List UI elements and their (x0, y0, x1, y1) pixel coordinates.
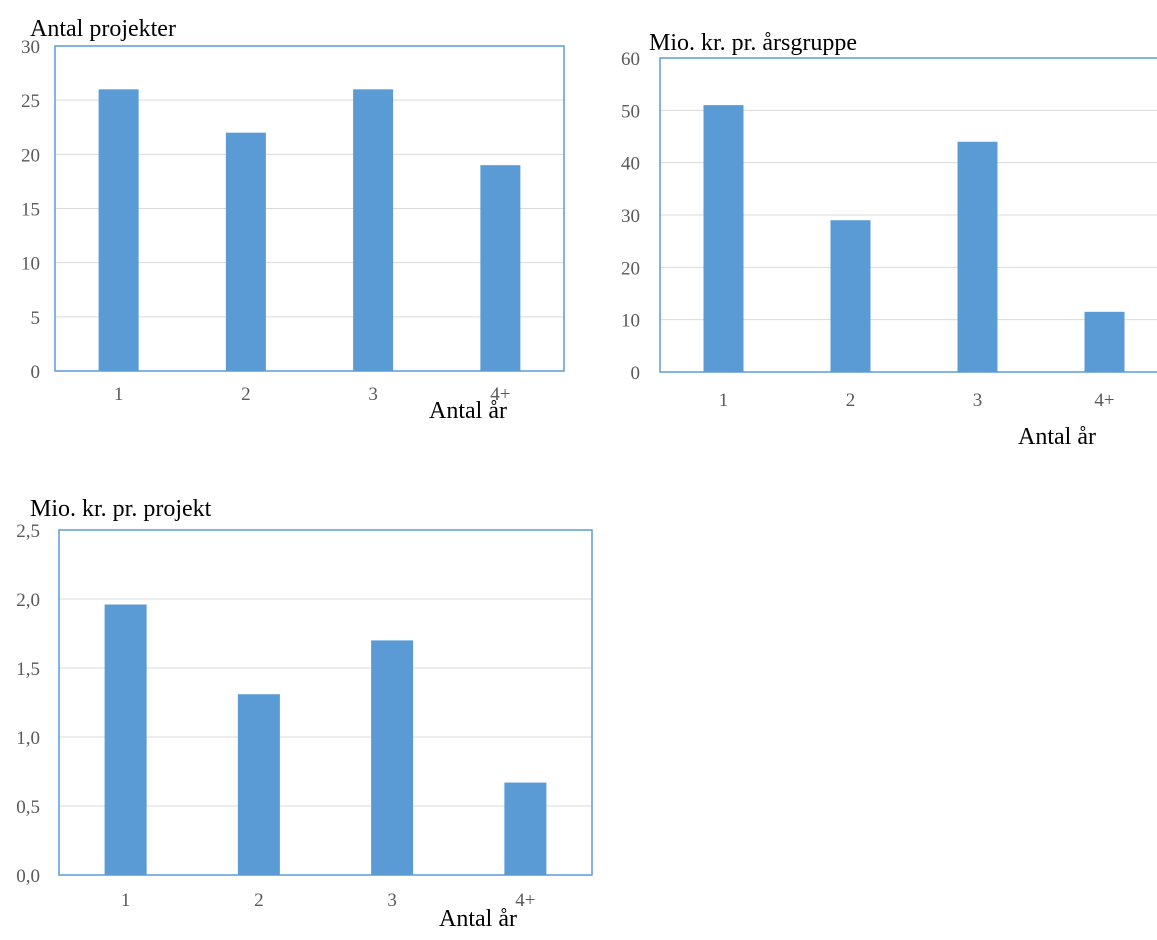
plot-frame (54, 45, 565, 372)
y-tick-label: 10 (21, 254, 40, 275)
bar (703, 105, 744, 372)
y-tick-label: 25 (21, 91, 40, 112)
y-tick-label: 30 (621, 206, 640, 227)
plot-frame (58, 529, 593, 876)
x-tick-label: 3 (973, 390, 983, 411)
y-tick-label: 30 (21, 37, 40, 58)
y-tick-label: 0 (31, 362, 41, 383)
x-tick-label: 1 (114, 384, 124, 405)
bar (957, 141, 998, 372)
y-tick-label: 2,5 (16, 521, 40, 542)
x-tick-label: 2 (846, 390, 856, 411)
y-tick-label: 2,0 (16, 590, 40, 611)
x-tick-label: 1 (121, 890, 131, 911)
x-tick-label: 4+ (1094, 390, 1114, 411)
bar (225, 132, 266, 371)
bar (480, 165, 521, 371)
x-axis-title: Antal år (439, 906, 517, 932)
chart-mio-kr-pr-projekt: Mio. kr. pr. projekt 0,00,51,01,52,02,5 … (16, 496, 593, 932)
y-tick-label: 1,0 (16, 728, 40, 749)
y-tick-label: 20 (621, 258, 640, 279)
x-axis-title: Antal år (1018, 424, 1096, 450)
y-tick-label: 15 (21, 200, 40, 221)
bar (504, 782, 547, 875)
bar (371, 640, 414, 875)
y-tick-label: 0 (631, 363, 641, 384)
y-tick-label: 40 (621, 154, 640, 175)
bar (237, 694, 280, 875)
x-tick-label: 1 (719, 390, 729, 411)
x-axis-title: Antal år (429, 398, 507, 424)
x-tick-label: 2 (241, 384, 251, 405)
bar (98, 89, 139, 371)
y-tick-label: 20 (21, 145, 40, 166)
x-tick-label: 3 (368, 384, 378, 405)
y-tick-label: 60 (621, 49, 640, 70)
chart-mio-kr-pr-aarsgruppe: Mio. kr. pr. årsgruppe 0 10 20 30 40 50 60 1 2 3… (621, 30, 1157, 450)
y-tick-label: 5 (31, 308, 41, 329)
y-tick-label: 0,0 (16, 866, 40, 887)
chart-title: Antal projekter (30, 16, 176, 42)
bar (1084, 311, 1125, 372)
y-tick-label: 0,5 (16, 797, 40, 818)
x-tick-label: 2 (254, 890, 264, 911)
y-tick-label: 1,5 (16, 659, 40, 680)
plot-frame (659, 57, 1157, 373)
x-tick-label: 4+ (515, 890, 535, 911)
chart-title: Mio. kr. pr. projekt (30, 496, 212, 522)
y-tick-label: 10 (621, 311, 640, 332)
y-tick-label: 50 (621, 101, 640, 122)
x-tick-label: 3 (387, 890, 397, 911)
bar (830, 220, 871, 372)
chart-antal-projekter: Antal projekter 0 5 10 15 20 25 30 1 2 3 4+ Antal… (21, 16, 565, 424)
bar (353, 89, 394, 371)
bar (104, 604, 147, 875)
x-tick-label: 4+ (490, 384, 510, 405)
chart-title: Mio. kr. pr. årsgruppe (649, 30, 857, 56)
